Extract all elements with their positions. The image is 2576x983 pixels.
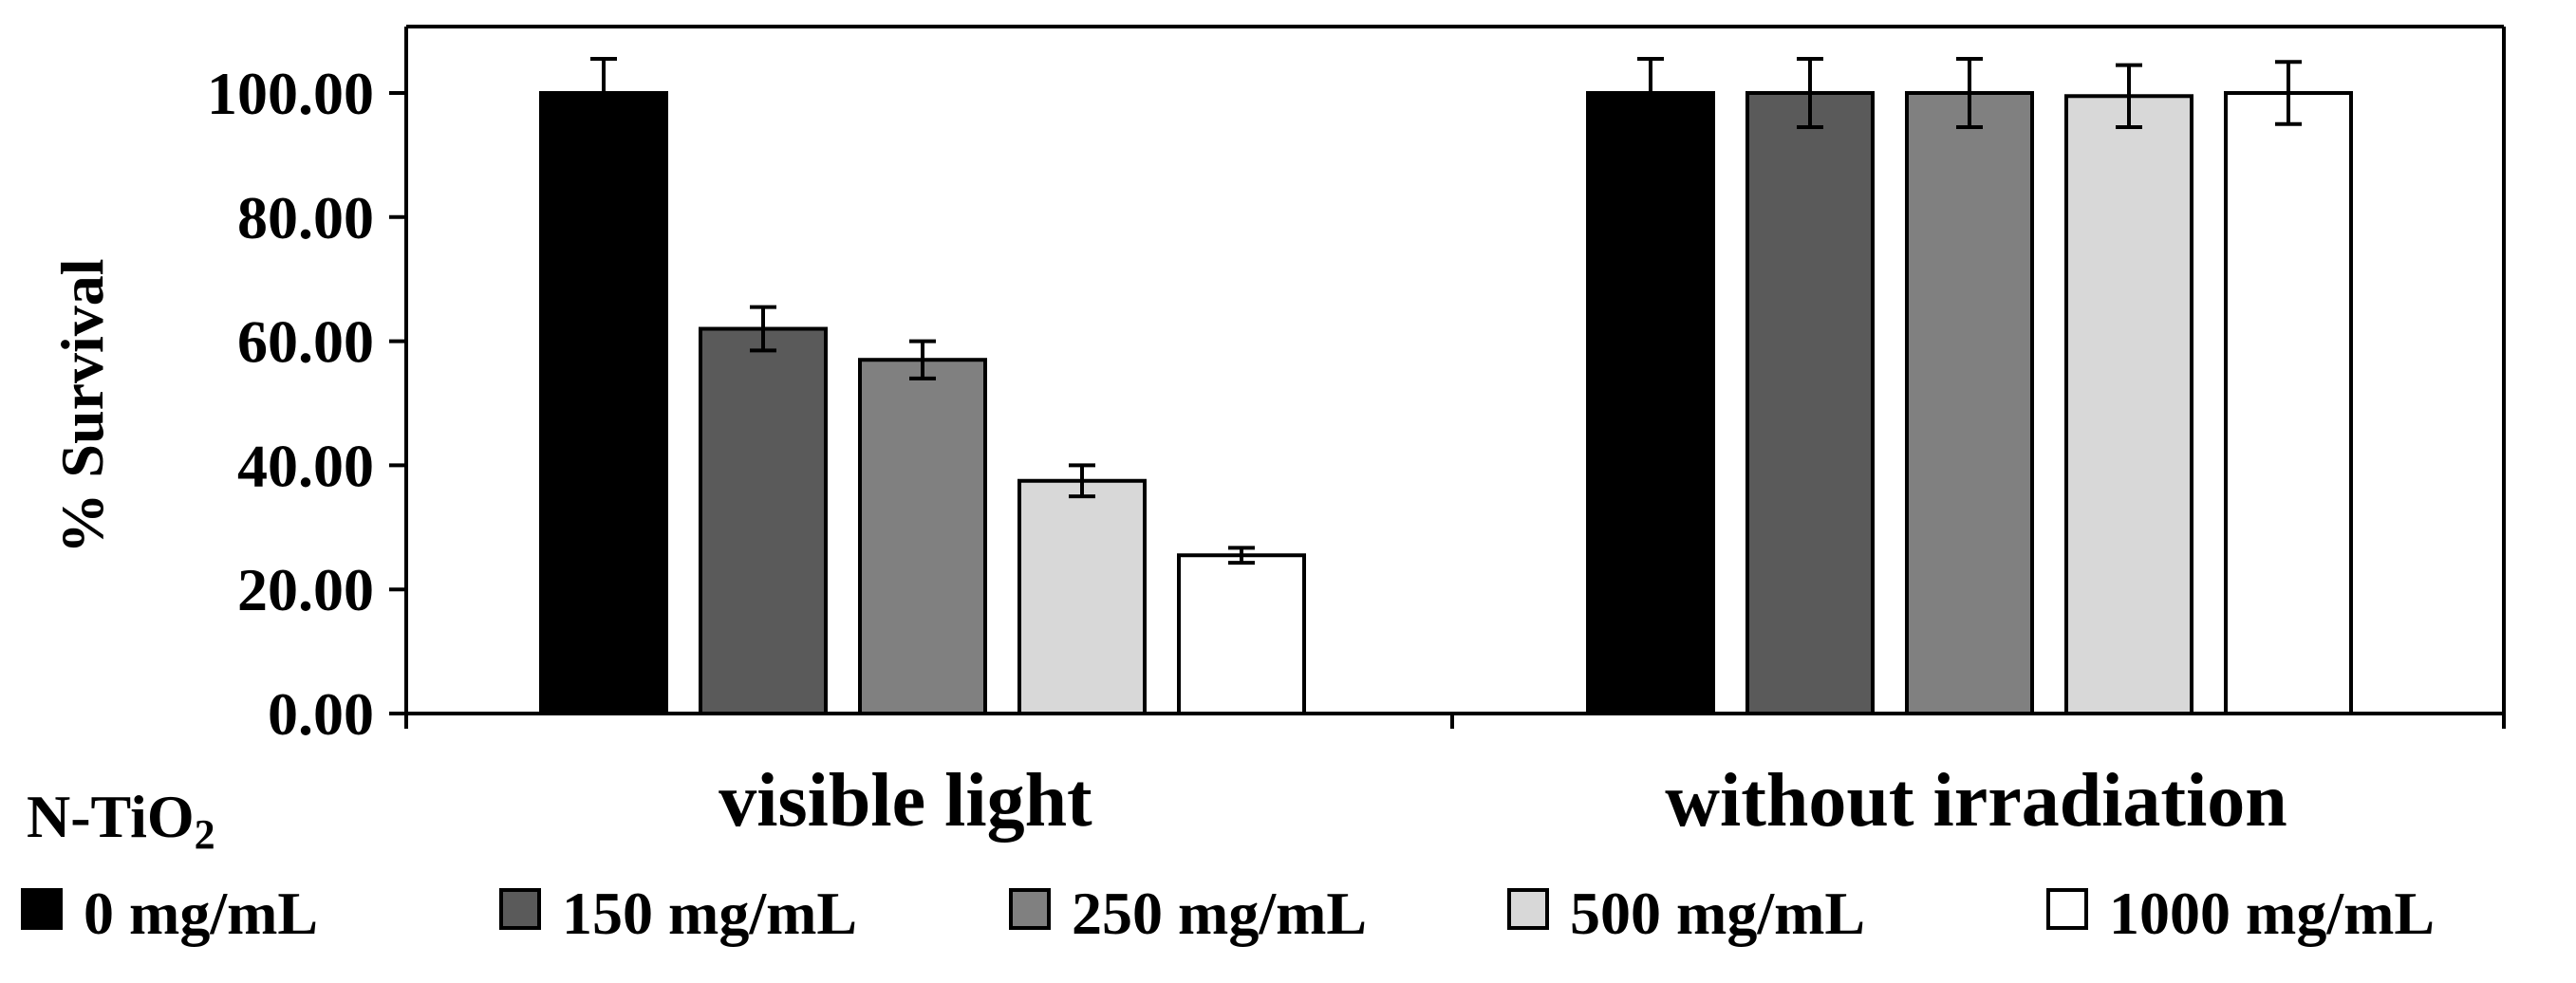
axes-layer (389, 25, 2506, 729)
legend: N-TiO2 0 mg/mL 150 mg/mL 250 mg/mL 500 mg/mL… (21, 783, 2435, 947)
y-tick-label: 20.00 (237, 556, 374, 623)
y-tick-label: 100.00 (207, 60, 374, 127)
bar-0-mg-ml-without-irradiation (1586, 91, 1715, 715)
legend-title: N-TiO2 (27, 783, 215, 858)
legend-label: 500 mg/mL (1570, 880, 1865, 947)
y-tick-label: 40.00 (237, 432, 374, 499)
legend-swatch (1009, 888, 1051, 930)
x-category-label: visible light (719, 759, 1092, 843)
y-tick-label: 80.00 (237, 184, 374, 251)
legend-label: 0 mg/mL (84, 880, 318, 947)
bar-0-mg-ml-visible-light (539, 91, 668, 715)
legend-swatch (2046, 888, 2088, 930)
legend-label: 1000 mg/mL (2109, 880, 2435, 947)
bar-1000-mg-ml-without-irradiation (2224, 91, 2353, 715)
x-category-label: without irradiation (1665, 759, 2287, 843)
legend-title-main: N-TiO (27, 783, 195, 850)
bar-150-mg-ml-visible-light (699, 326, 828, 715)
y-tick-label: 60.00 (237, 308, 374, 376)
bar-150-mg-ml-without-irradiation (1745, 91, 1875, 715)
legend-title-subscript: 2 (195, 811, 215, 858)
legend-swatch (1507, 888, 1549, 930)
legend-label: 150 mg/mL (562, 880, 857, 947)
bar-250-mg-ml-without-irradiation (1905, 91, 2034, 715)
bar-1000-mg-ml-visible-light (1177, 553, 1306, 715)
labels-layer: 0.00 20.00 40.00 60.00 80.00 100.00 % Survival… (48, 60, 2287, 843)
y-tick-label: 0.00 (268, 680, 374, 748)
legend-swatch (21, 888, 63, 930)
bars-layer (539, 57, 2353, 715)
bar-500-mg-ml-without-irradiation (2064, 94, 2193, 715)
bar-500-mg-ml-visible-light (1017, 478, 1147, 715)
bar-250-mg-ml-visible-light (858, 358, 987, 715)
legend-label: 250 mg/mL (1072, 880, 1367, 947)
y-axis-label: % Survival (48, 258, 116, 553)
legend-swatch (499, 888, 541, 930)
